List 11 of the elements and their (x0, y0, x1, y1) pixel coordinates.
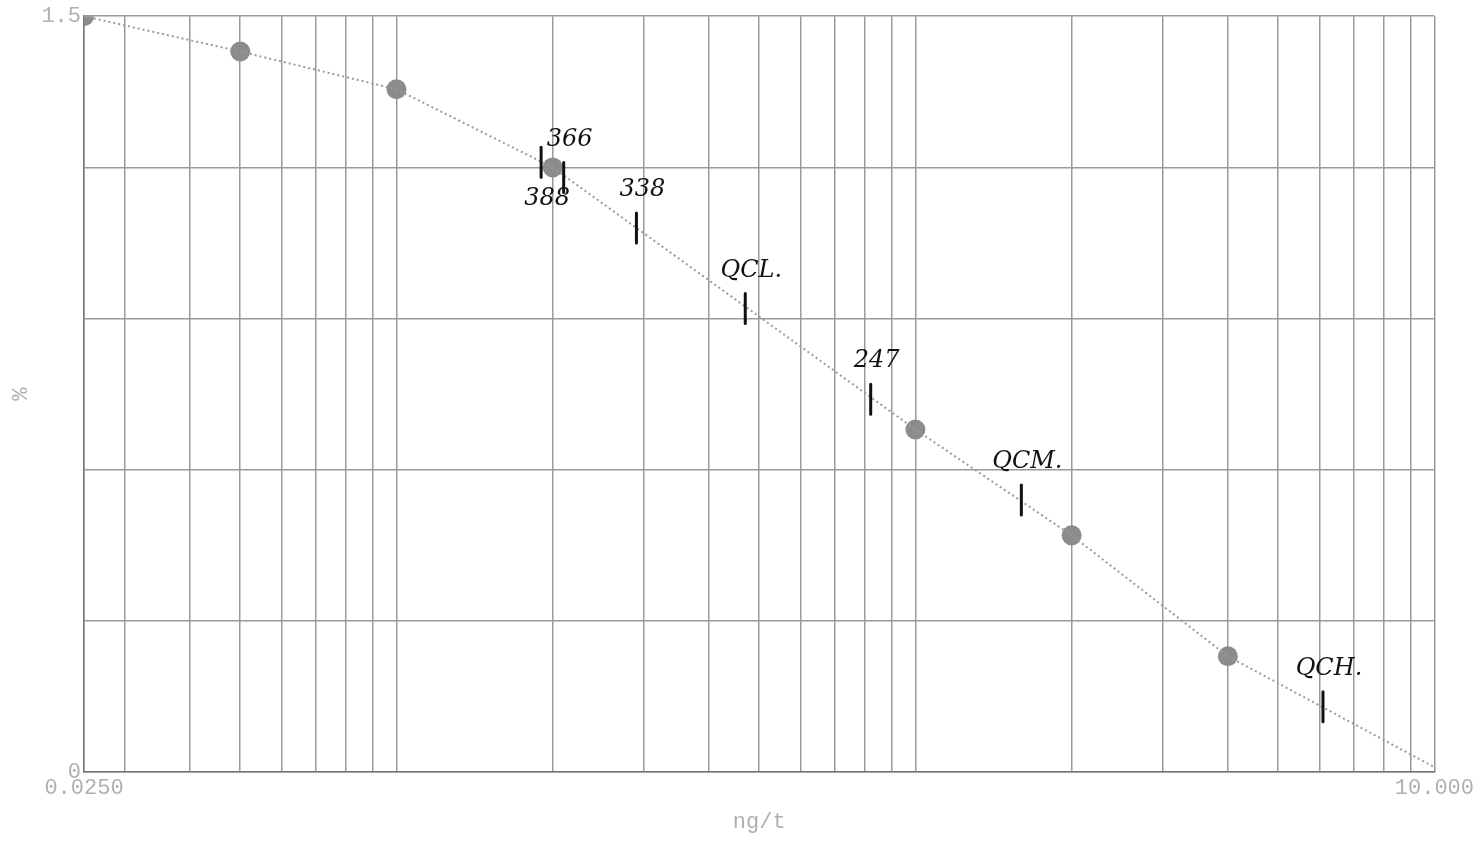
annotation: 388 (524, 182, 571, 211)
annotation: 366 (546, 123, 593, 152)
x-axis-title: ng/t (732, 809, 786, 835)
x-tick-label: 10.000 (1394, 776, 1474, 802)
annotation: 338 (619, 174, 666, 203)
annotation: QCH. (1295, 652, 1363, 681)
y-tick-label: 1.5 (41, 4, 82, 30)
annotation: QCL. (720, 254, 783, 283)
annotation: 247 (852, 345, 901, 374)
annotation: QCM. (992, 446, 1063, 475)
y-axis-title: % (9, 386, 35, 401)
